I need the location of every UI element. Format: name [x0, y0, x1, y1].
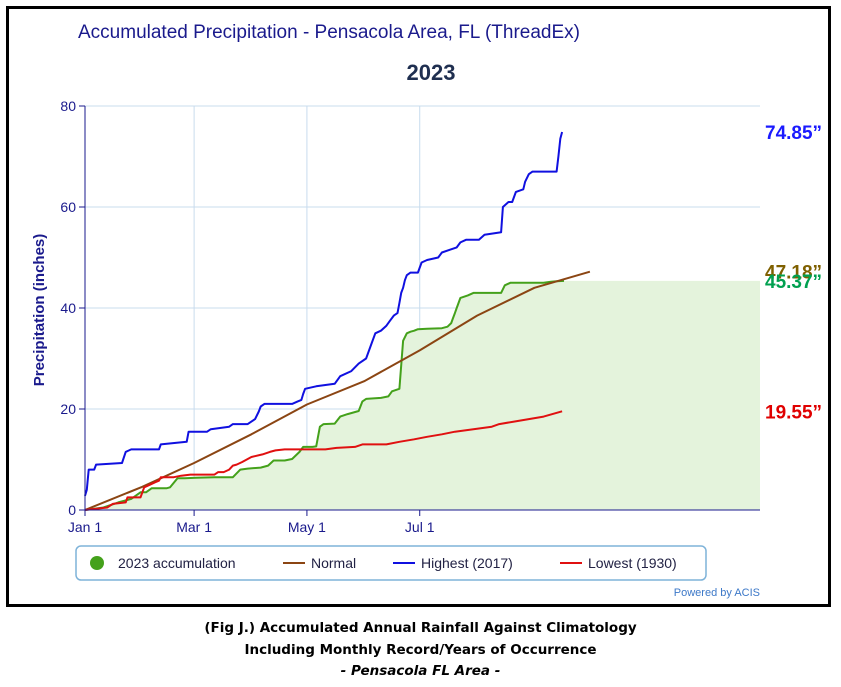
- y-tick-label: 20: [60, 401, 76, 417]
- series-line-0: [84, 279, 565, 511]
- x-tick-label: Mar 1: [176, 519, 212, 535]
- caption-line-2: Including Monthly Record/Years of Occurr…: [244, 642, 597, 658]
- series-line-2: [84, 131, 564, 497]
- chart-subtitle: 2023: [407, 60, 456, 85]
- end-value-labels: 74.85” 47.18”45.37” 19.55”: [765, 123, 822, 423]
- legend-box: [75, 545, 707, 581]
- y-tick-label: 0: [68, 502, 76, 518]
- legend-item-label[interactable]: Lowest (1930): [588, 555, 677, 571]
- y-tick-label: 80: [60, 98, 76, 114]
- end-value-label: 19.55”: [765, 402, 822, 423]
- area-fill: [85, 280, 760, 510]
- legend: 2023 accumulation Normal Highest (2017) Low…: [75, 545, 707, 581]
- end-value-label: 74.85”: [765, 123, 822, 144]
- y-axis-label: Precipitation (inches): [31, 234, 48, 387]
- caption-line-1: (Fig J.) Accumulated Annual Rainfall Aga…: [204, 620, 637, 636]
- legend-item-label[interactable]: Normal: [311, 555, 356, 571]
- axes: 0 20 40 60 80 Jan 1 Mar 1 May 1 Jul 1: [60, 98, 760, 535]
- legend-item-label[interactable]: Highest (2017): [421, 555, 513, 571]
- series-line-3: [84, 410, 563, 511]
- area-fill-0: [85, 280, 760, 510]
- caption-line-3: - Pensacola FL Area -: [340, 663, 501, 679]
- end-value-label: 45.37”: [765, 272, 822, 293]
- series-lines: [84, 131, 591, 511]
- series-line-1: [84, 270, 591, 511]
- x-tick-label: May 1: [288, 519, 326, 535]
- chart-title: Accumulated Precipitation - Pensacola Ar…: [78, 22, 580, 43]
- x-tick-label: Jan 1: [68, 519, 102, 535]
- end-value-label: 47.18”: [765, 263, 822, 284]
- legend-marker[interactable]: [90, 556, 104, 570]
- y-tick-label: 40: [60, 300, 76, 316]
- x-tick-label: Jul 1: [405, 519, 435, 535]
- credit-text[interactable]: Powered by ACIS: [674, 587, 760, 599]
- legend-item-label[interactable]: 2023 accumulation: [118, 555, 236, 571]
- y-tick-label: 60: [60, 199, 76, 215]
